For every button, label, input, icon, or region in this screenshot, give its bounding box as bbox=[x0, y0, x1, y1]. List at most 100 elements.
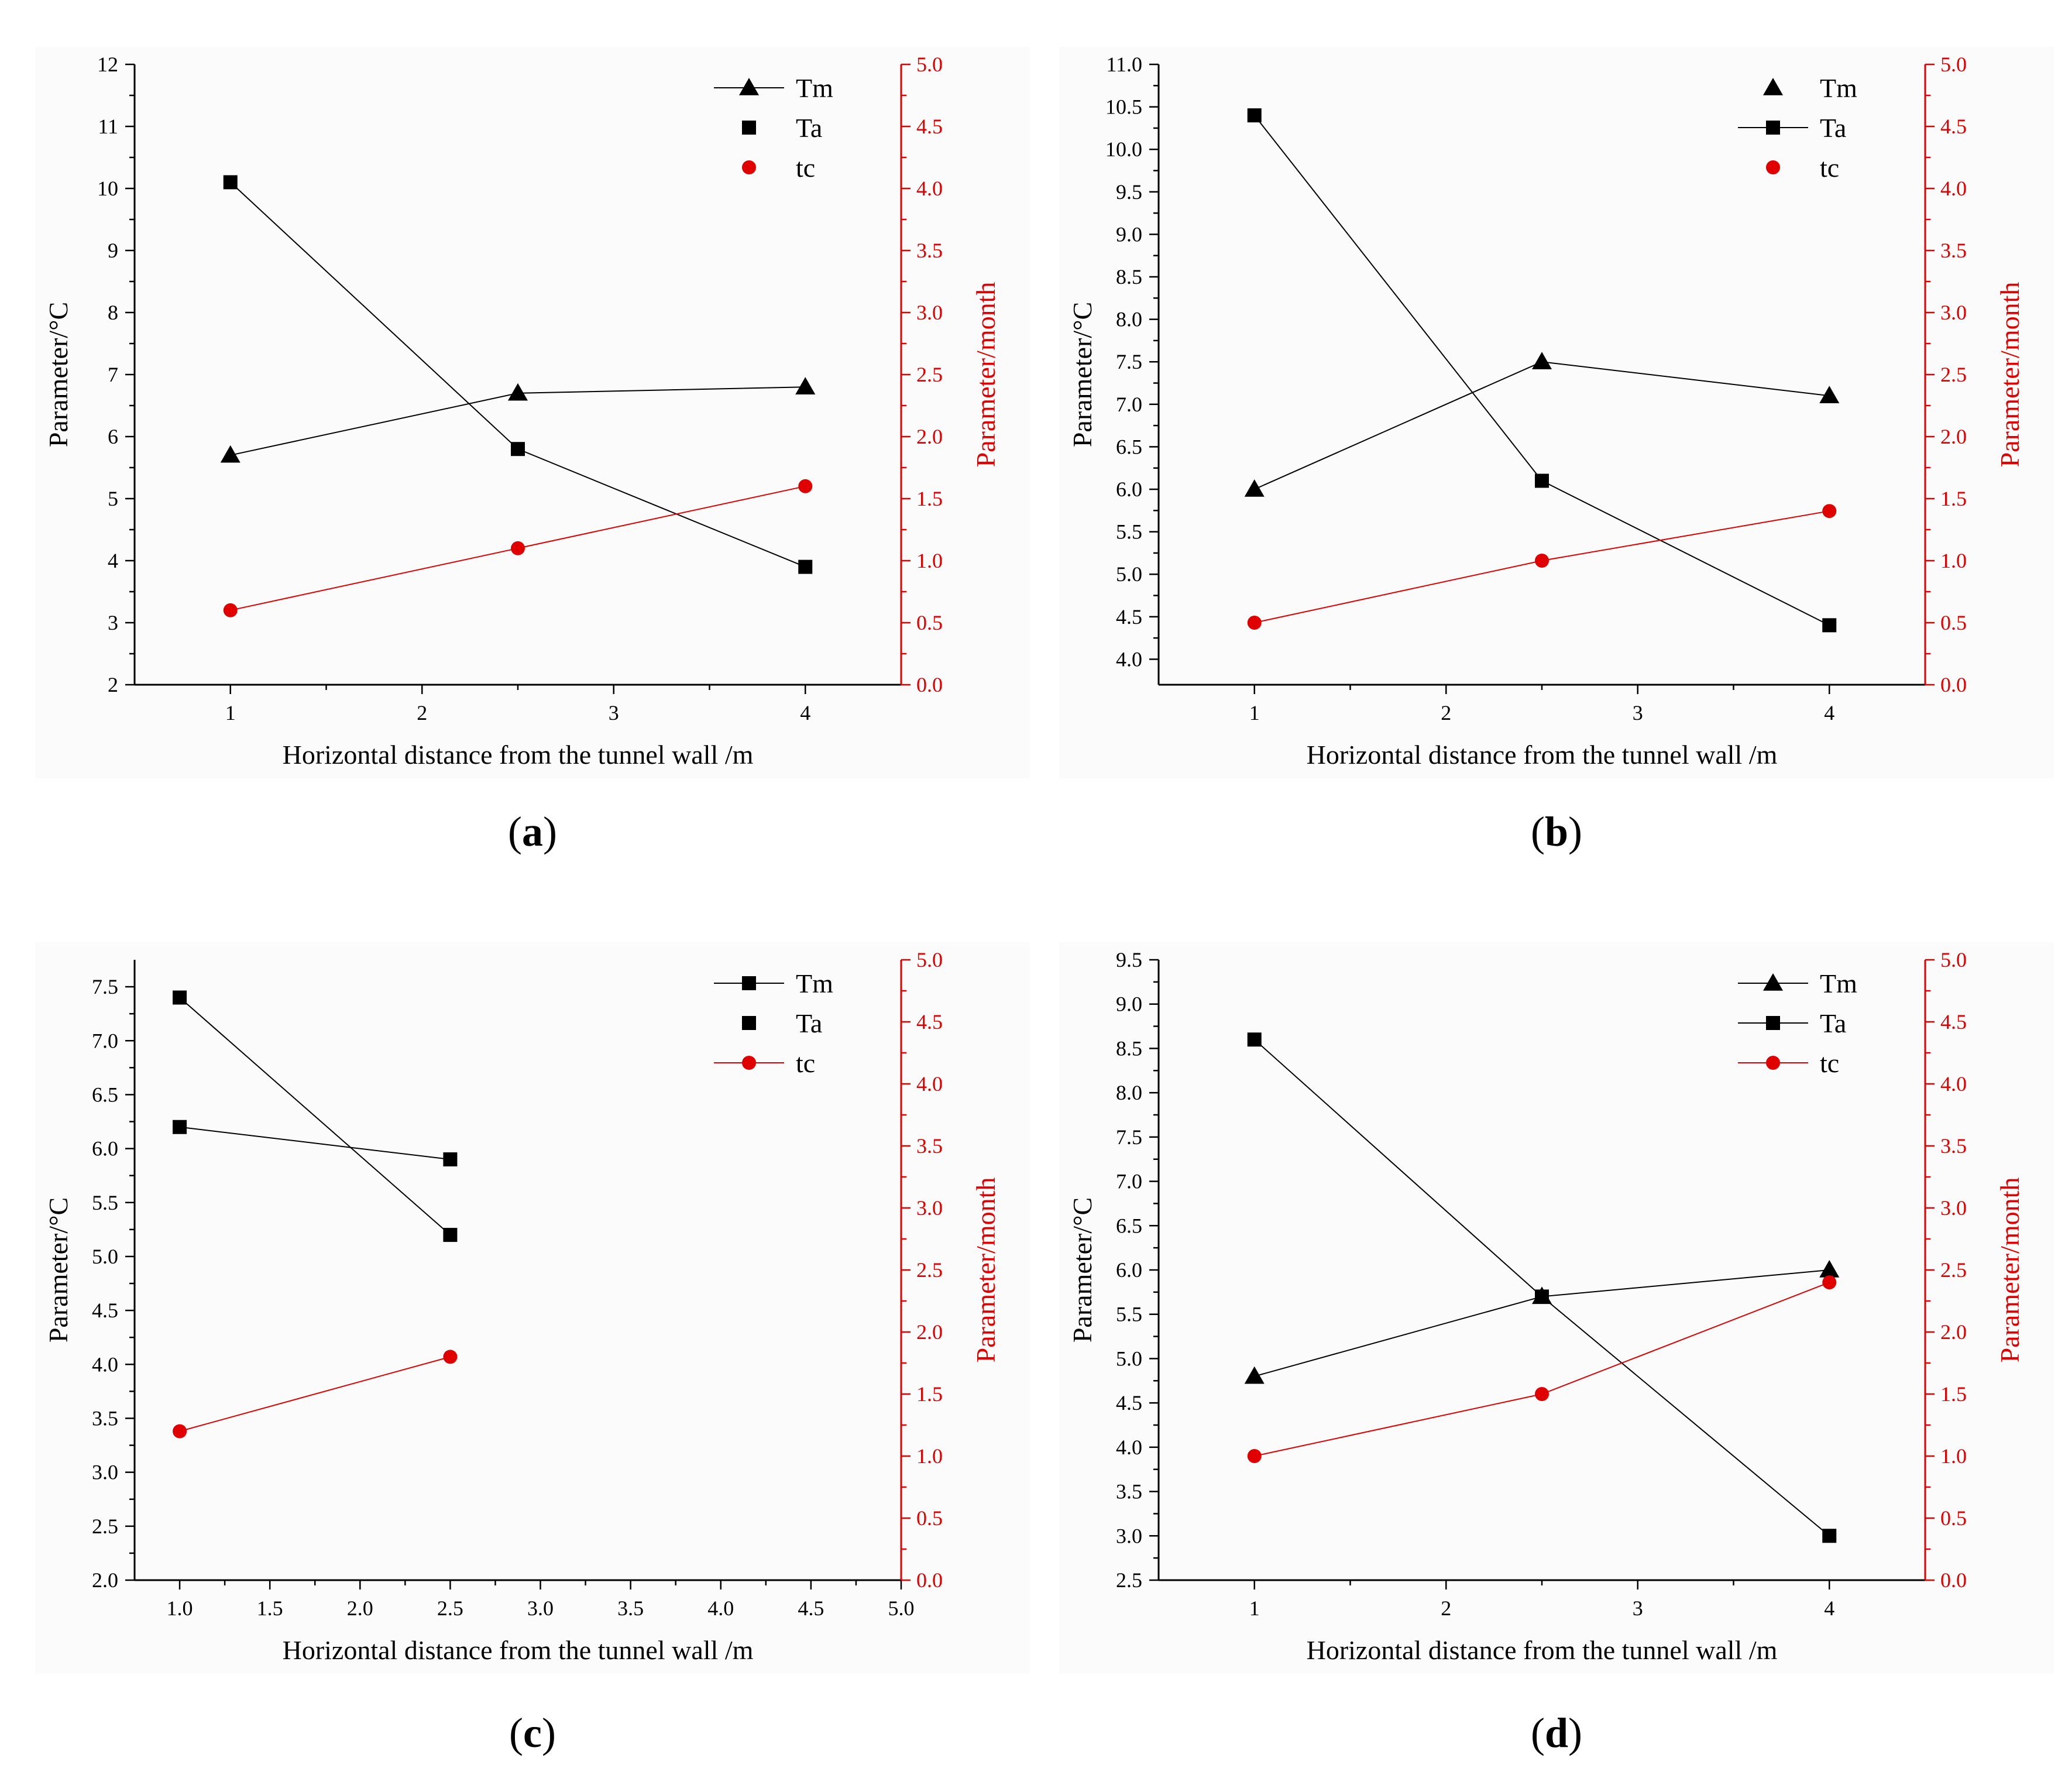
y-left-tick-label: 7.0 bbox=[1116, 393, 1142, 416]
data-point-tm bbox=[1819, 386, 1840, 404]
data-point-tc bbox=[798, 479, 813, 493]
y-right-tick-label: 1.5 bbox=[916, 487, 943, 510]
y-left-tick-label: 5.0 bbox=[92, 1245, 118, 1268]
y-left-tick-label: 5.5 bbox=[1116, 1303, 1142, 1326]
x-tick-label: 4.5 bbox=[798, 1597, 824, 1620]
x-tick-label: 3.0 bbox=[527, 1597, 554, 1620]
y-left-tick-label: 3.5 bbox=[1116, 1480, 1142, 1503]
x-tick-label: 3 bbox=[1633, 701, 1643, 725]
chart-a-svg: 1 2 3 4234567891011120.00.51.01.52.02.53.03… bbox=[35, 47, 1030, 778]
y-left-tick-label: 8 bbox=[108, 301, 118, 324]
x-tick-label: 4 bbox=[800, 701, 810, 725]
legend-label-tc: tc bbox=[796, 1048, 815, 1078]
y-left-tick-label: 3.0 bbox=[92, 1461, 118, 1484]
y-right-tick-label: 0.5 bbox=[916, 611, 943, 634]
y-right-tick-label: 1.5 bbox=[916, 1382, 943, 1406]
y-right-tick-label: 2.5 bbox=[1940, 363, 1967, 386]
y-left-tick-label: 4 bbox=[108, 549, 118, 572]
y-axis-right-title: Parameter/month bbox=[1995, 1177, 2025, 1363]
panel-caption-b: (b) bbox=[1530, 808, 1582, 855]
y-left-tick-label: 8.0 bbox=[1116, 1081, 1142, 1104]
y-right-tick-label: 5.0 bbox=[916, 53, 943, 76]
legend-label-tm: Tm bbox=[1820, 73, 1857, 103]
data-point-tc bbox=[1535, 554, 1549, 568]
data-point-ta bbox=[798, 559, 813, 574]
legend-label-ta: Ta bbox=[796, 113, 822, 143]
x-tick-label: 5.0 bbox=[888, 1597, 915, 1620]
data-point-ta bbox=[1535, 473, 1549, 488]
y-left-tick-label: 3 bbox=[108, 611, 118, 634]
y-right-tick-label: 3.0 bbox=[1940, 1196, 1967, 1220]
chart-panel-d: 1 2 3 4 2.5 3.0 3.5 4.0 4.5 5.0 5.5 6.0 6.5 7.0 7.5 8.0… bbox=[1059, 942, 2054, 1762]
data-point-ta bbox=[511, 442, 525, 456]
y-right-tick-label: 0.5 bbox=[1940, 611, 1967, 634]
x-tick-label: 2 bbox=[417, 701, 427, 725]
legend-marker-tm bbox=[739, 78, 759, 95]
legend-marker-tc bbox=[742, 1056, 756, 1070]
data-point-tm bbox=[220, 445, 240, 463]
y-right-tick-label: 0.5 bbox=[916, 1506, 943, 1530]
data-point-ta bbox=[1822, 618, 1837, 633]
y-right-tick-label: 0.0 bbox=[916, 673, 943, 696]
figure-background bbox=[35, 942, 1030, 1674]
y-right-tick-label: 1.5 bbox=[1940, 487, 1967, 510]
y-right-tick-label: 4.5 bbox=[1940, 1010, 1967, 1034]
legend-label-tc: tc bbox=[1820, 153, 1839, 183]
y-right-tick-label: 2.5 bbox=[916, 1258, 943, 1282]
chart-panel-b: 1 2 3 4 4.0 4.5 5.0 5.5 6.0 6.5 7.0 7.5 8.0 8.5 9.0 9.5… bbox=[1059, 47, 2054, 866]
series-line-ta bbox=[179, 997, 451, 1235]
x-tick-label: 1 bbox=[225, 701, 236, 725]
y-left-tick-label: 2.0 bbox=[92, 1568, 118, 1592]
data-point-ta bbox=[1822, 1529, 1837, 1543]
y-right-tick-label: 4.5 bbox=[916, 1010, 943, 1034]
y-axis-right-title: Parameter/month bbox=[971, 1177, 1001, 1363]
data-point-ta bbox=[1247, 1032, 1262, 1047]
y-left-tick-label: 6.5 bbox=[1116, 1214, 1142, 1237]
data-point-tc bbox=[1822, 1275, 1837, 1290]
y-left-tick-label: 7.0 bbox=[92, 1029, 118, 1052]
data-point-tc bbox=[223, 603, 238, 617]
y-right-tick-label: 4.0 bbox=[916, 1072, 943, 1096]
data-point-tm bbox=[508, 383, 528, 401]
legend-marker-ta bbox=[1766, 121, 1780, 135]
y-left-tick-label: 6.5 bbox=[92, 1083, 118, 1106]
y-right-tick-label: 0.0 bbox=[1940, 1568, 1967, 1592]
data-point-tc bbox=[443, 1350, 458, 1364]
legend-marker-ta bbox=[742, 1016, 756, 1030]
legend-marker-tc bbox=[1766, 160, 1780, 174]
data-point-ta bbox=[443, 1228, 458, 1242]
y-right-tick-label: 2.0 bbox=[916, 425, 943, 448]
y-right-tick-label: 5.0 bbox=[1940, 53, 1967, 76]
y-right-tick-label: 4.0 bbox=[1940, 177, 1967, 200]
y-right-tick-label: 4.5 bbox=[1940, 115, 1967, 138]
y-right-tick-label: 2.5 bbox=[1940, 1258, 1967, 1282]
legend-label-tm: Tm bbox=[796, 969, 833, 998]
legend-label-tm: Tm bbox=[796, 73, 833, 103]
y-left-tick-label: 7.5 bbox=[1116, 1125, 1142, 1149]
y-left-tick-label: 9.0 bbox=[1116, 993, 1142, 1016]
y-left-tick-label: 5.0 bbox=[1116, 562, 1142, 586]
y-right-tick-label: 0.0 bbox=[1940, 673, 1967, 696]
data-point-tm bbox=[173, 1120, 187, 1134]
y-left-tick-label: 8.5 bbox=[1116, 265, 1142, 289]
y-right-tick-label: 2.5 bbox=[916, 363, 943, 386]
data-point-ta bbox=[1247, 108, 1262, 123]
data-point-tm bbox=[1819, 1260, 1840, 1278]
series-line-tm bbox=[179, 1126, 451, 1161]
data-point-tm bbox=[1244, 1366, 1265, 1384]
y-left-tick-label: 3.5 bbox=[92, 1406, 118, 1430]
y-right-tick-label: 5.0 bbox=[916, 948, 943, 971]
y-left-tick-label: 7.5 bbox=[1116, 350, 1142, 373]
y-left-tick-label: 10.5 bbox=[1105, 95, 1142, 119]
data-point-ta bbox=[173, 990, 187, 1005]
y-left-tick-label: 2.5 bbox=[92, 1515, 118, 1538]
x-tick-label: 2 bbox=[1441, 1597, 1451, 1620]
chart-c-svg: 1.0 1.5 2.0 2.5 3.0 3.5 4.0 4.5 5.0 2.0 2.5 3.0 3.5 4… bbox=[35, 942, 1030, 1674]
legend-label-tm: Tm bbox=[1820, 969, 1857, 998]
x-axis-title: Horizontal distance from the tunnel wall… bbox=[1307, 1635, 1778, 1665]
y-left-tick-label: 9 bbox=[108, 239, 118, 262]
data-point-tm bbox=[443, 1152, 458, 1167]
y-axis-right-title: Parameter/month bbox=[1995, 282, 2025, 468]
y-left-tick-label: 12 bbox=[97, 53, 118, 76]
x-tick-label: 4 bbox=[1824, 701, 1834, 725]
